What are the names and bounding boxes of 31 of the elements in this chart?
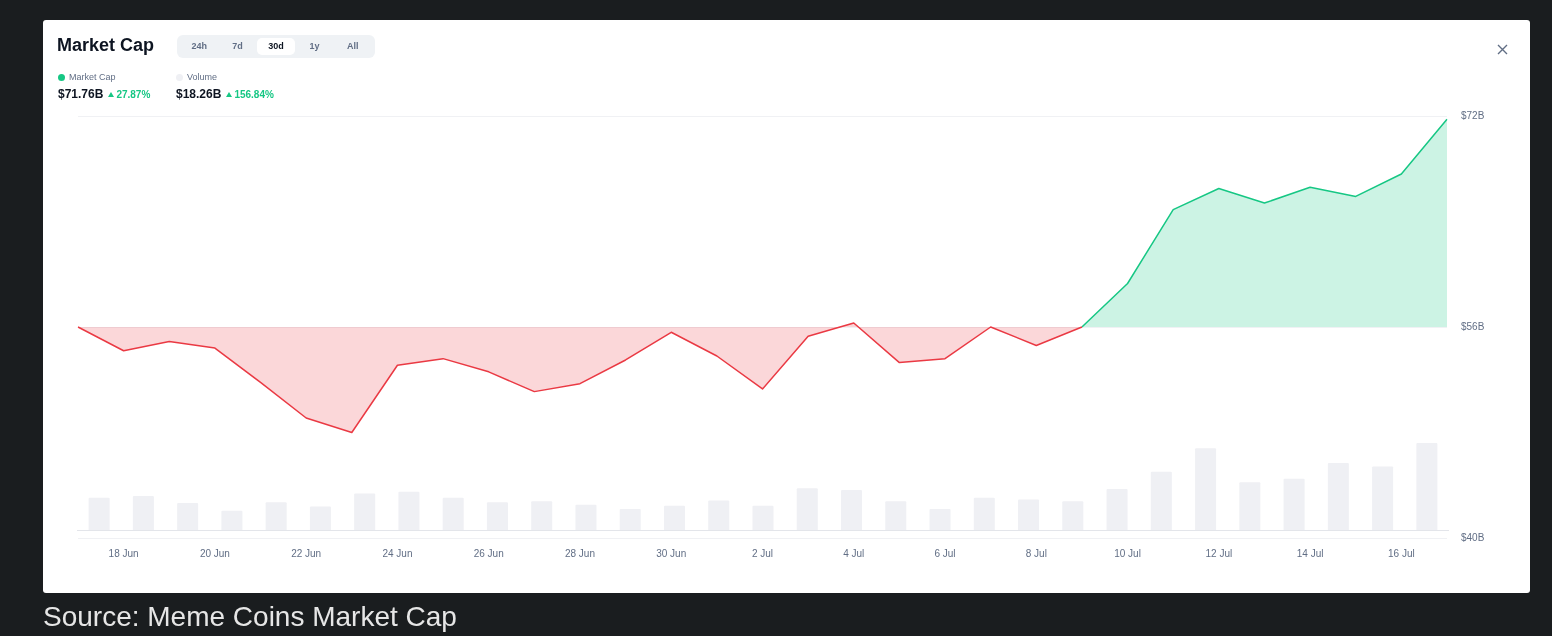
x-tick-label: 6 Jul (934, 547, 956, 559)
x-tick-label: 4 Jul (843, 547, 865, 559)
legend-label: Market Cap (69, 72, 116, 82)
x-tick-label: 18 Jun (108, 547, 139, 559)
text: 7d (231, 40, 244, 53)
x-tick-label: 20 Jun (199, 547, 230, 559)
text: 1y (308, 40, 321, 53)
x-tick-label: 28 Jun (564, 547, 595, 559)
x-tick-label: 16 Jul (1388, 547, 1415, 559)
text: 156.84% (234, 88, 274, 100)
x-tick-label: 8 Jul (1025, 547, 1047, 559)
x-tick-label: 10 Jul (1114, 547, 1141, 559)
x-tick-label: 24 Jun (382, 547, 413, 559)
x-tick-label: 2 Jul (751, 547, 774, 559)
x-tick-label: 14 Jul (1296, 547, 1324, 559)
text: All (346, 40, 360, 53)
x-tick-label: 30 Jun (656, 547, 687, 559)
text: 30d (256, 38, 296, 55)
x-tick-label: 22 Jun (291, 547, 322, 559)
text: $71.76B (58, 87, 104, 101)
y-tick-label: $40B (1461, 531, 1485, 543)
chart-title: Market Cap (57, 35, 155, 56)
x-tick-label: 26 Jun (473, 547, 504, 559)
text: 24h (190, 40, 208, 53)
text: $18.26B (176, 87, 222, 101)
text: 27.87% (116, 88, 151, 100)
y-tick-label: $56B (1461, 320, 1485, 332)
y-tick-label: $72B (1461, 109, 1485, 121)
source-note: Source: Meme Coins Market Cap (43, 601, 457, 633)
x-tick-label: 12 Jul (1205, 547, 1233, 559)
legend-label: Volume (187, 72, 218, 82)
